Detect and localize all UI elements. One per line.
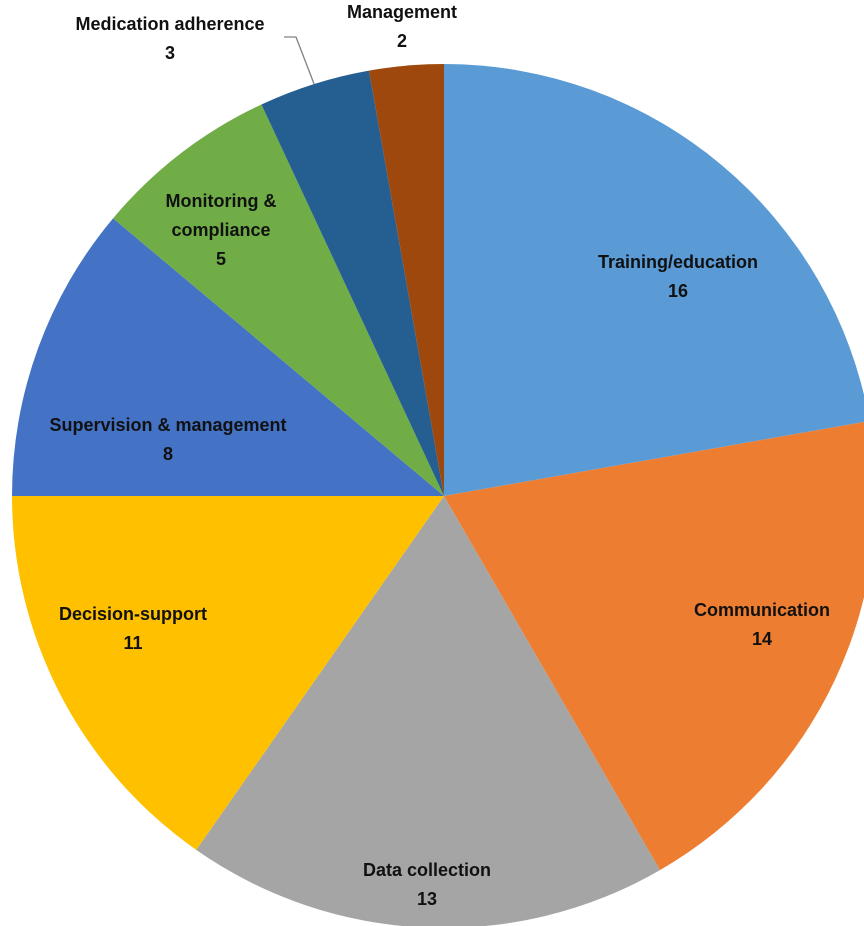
slice-name-label: Communication bbox=[694, 600, 830, 620]
pie-slice-medication-adherence bbox=[261, 70, 444, 496]
slice-name-label: Decision-support bbox=[59, 604, 207, 624]
slice-label-training-education: Training/education 16 bbox=[598, 252, 758, 301]
slice-value-label: 16 bbox=[668, 281, 688, 301]
slice-name-label: Training/education bbox=[598, 252, 758, 272]
pie-slice-decision-support bbox=[12, 496, 444, 850]
slice-value-label: 13 bbox=[417, 889, 437, 909]
slice-name-label: Medication adherence bbox=[75, 14, 264, 34]
slice-label-monitoring-compliance: Monitoring & compliance 5 bbox=[166, 191, 277, 269]
slice-label-management: Management 2 bbox=[347, 2, 457, 51]
slice-label-data-collection: Data collection 13 bbox=[363, 860, 491, 909]
slice-value-label: 11 bbox=[123, 633, 142, 653]
pie-slice-training-education bbox=[444, 64, 864, 496]
slice-label-decision-support: Decision-support 11 bbox=[59, 604, 207, 653]
slice-label-communication: Communication 14 bbox=[694, 600, 830, 649]
slice-name-label: compliance bbox=[171, 220, 270, 240]
slice-label-supervision-management: Supervision & management 8 bbox=[49, 415, 286, 464]
slice-name-label: Supervision & management bbox=[49, 415, 286, 435]
slice-value-label: 3 bbox=[165, 43, 175, 63]
pie-slice-supervision-management bbox=[12, 218, 444, 497]
pie-slice-management bbox=[368, 64, 444, 496]
pie-slice-data-collection bbox=[196, 496, 660, 926]
leader-line-medication-adherence bbox=[284, 36, 315, 85]
slice-value-label: 14 bbox=[752, 629, 772, 649]
slice-name-label: Management bbox=[347, 2, 457, 22]
slice-value-label: 8 bbox=[163, 444, 173, 464]
pie-slice-monitoring-compliance bbox=[113, 104, 445, 496]
slice-name-label: Data collection bbox=[363, 860, 491, 880]
slice-value-label: 2 bbox=[397, 31, 407, 51]
slice-name-label: Monitoring & bbox=[166, 191, 277, 211]
slice-value-label: 5 bbox=[216, 249, 226, 269]
slice-label-medication-adherence: Medication adherence 3 bbox=[75, 14, 264, 63]
pie-slice-communication bbox=[444, 421, 864, 871]
